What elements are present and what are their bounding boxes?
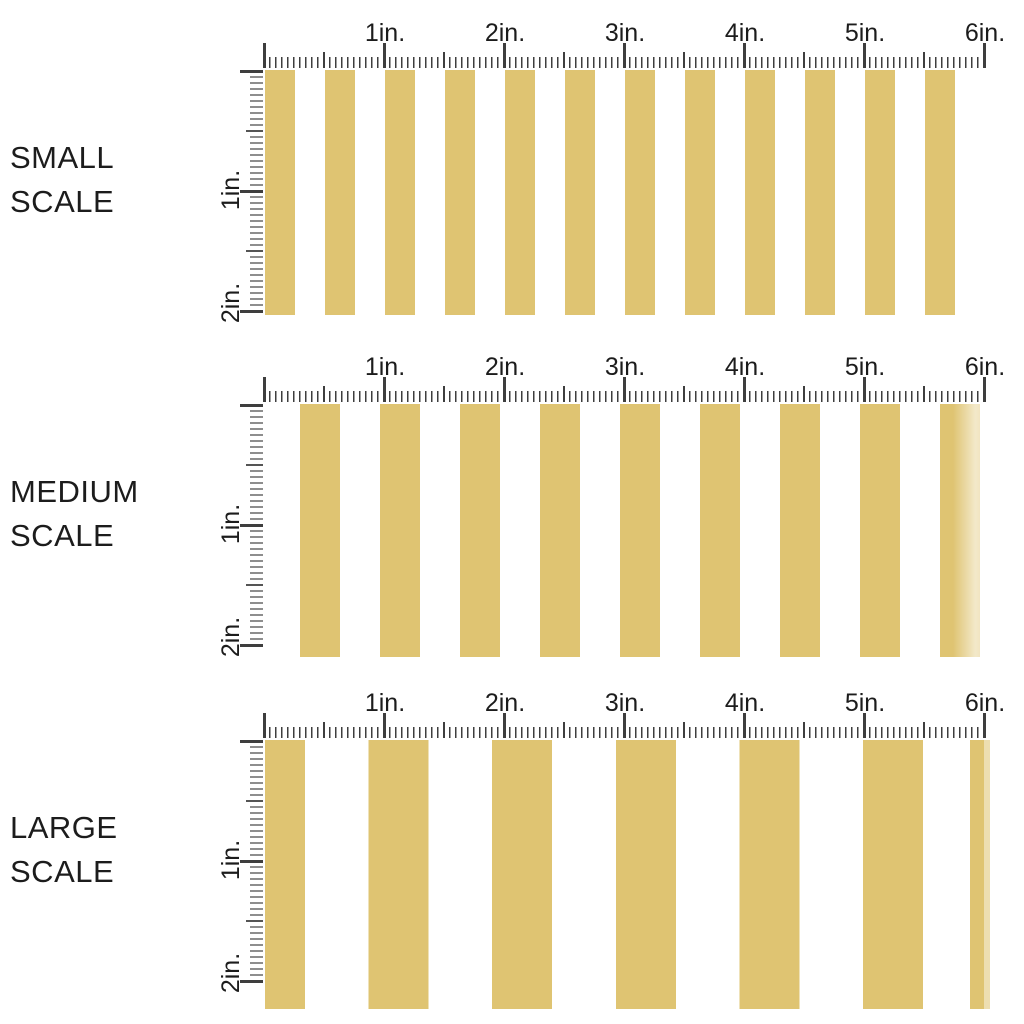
section-title-line2: SCALE <box>10 518 115 553</box>
section-title-line1: SMALL <box>10 140 115 175</box>
inch-label: 6in. <box>964 19 1006 47</box>
inch-label: 2in. <box>484 353 526 381</box>
inch-label: 2in. <box>484 689 526 717</box>
vertical-inch-label: 1in. <box>217 839 245 881</box>
section-title: SMALL SCALE <box>10 136 114 224</box>
section-title-line2: SCALE <box>10 184 115 219</box>
inch-label: 5in. <box>844 689 886 717</box>
vertical-inch-label: 2in. <box>217 282 245 324</box>
vertical-ruler-ticks <box>240 740 263 986</box>
inch-label: 3in. <box>604 689 646 717</box>
inch-label: 3in. <box>604 19 646 47</box>
row-small-scale: SMALL SCALE 1in. 2in. 3in. 4in. 5in. 6in… <box>0 15 1024 323</box>
section-title: LARGE SCALE <box>10 806 118 894</box>
inch-label: 1in. <box>364 19 406 47</box>
vertical-inch-label: 2in. <box>217 616 245 658</box>
stripe-swatch-small <box>265 70 985 315</box>
vertical-inch-label: 1in. <box>217 503 245 545</box>
inch-label: 2in. <box>484 19 526 47</box>
inch-label: 5in. <box>844 353 886 381</box>
horizontal-ruler-ticks <box>263 43 986 68</box>
section-title: MEDIUM SCALE <box>10 470 139 558</box>
inch-label: 1in. <box>364 689 406 717</box>
vertical-ruler-ticks <box>240 70 263 316</box>
horizontal-ruler-ticks <box>263 713 986 738</box>
inch-label: 4in. <box>724 353 766 381</box>
fabric-edge-fade <box>984 740 990 1009</box>
row-medium-scale: MEDIUM SCALE 1in. 2in. 3in. 4in. 5in. 6i… <box>0 349 1024 657</box>
inch-label: 4in. <box>724 19 766 47</box>
stripe-swatch-large <box>265 740 990 1009</box>
inch-label: 4in. <box>724 689 766 717</box>
stripe-swatch-medium <box>265 404 985 657</box>
horizontal-ruler-ticks <box>263 377 986 402</box>
inch-label: 3in. <box>604 353 646 381</box>
inch-label: 6in. <box>964 353 1006 381</box>
inch-label: 1in. <box>364 353 406 381</box>
vertical-inch-label: 2in. <box>217 952 245 994</box>
section-title-line1: LARGE <box>10 810 118 845</box>
section-title-line2: SCALE <box>10 854 115 889</box>
inch-label: 5in. <box>844 19 886 47</box>
row-large-scale: LARGE SCALE 1in. 2in. 3in. 4in. 5in. 6in… <box>0 685 1024 1009</box>
vertical-inch-label: 1in. <box>217 169 245 211</box>
inch-label: 6in. <box>964 689 1006 717</box>
section-title-line1: MEDIUM <box>10 474 139 509</box>
fabric-edge-fade <box>953 404 985 657</box>
vertical-ruler-ticks <box>240 404 263 650</box>
